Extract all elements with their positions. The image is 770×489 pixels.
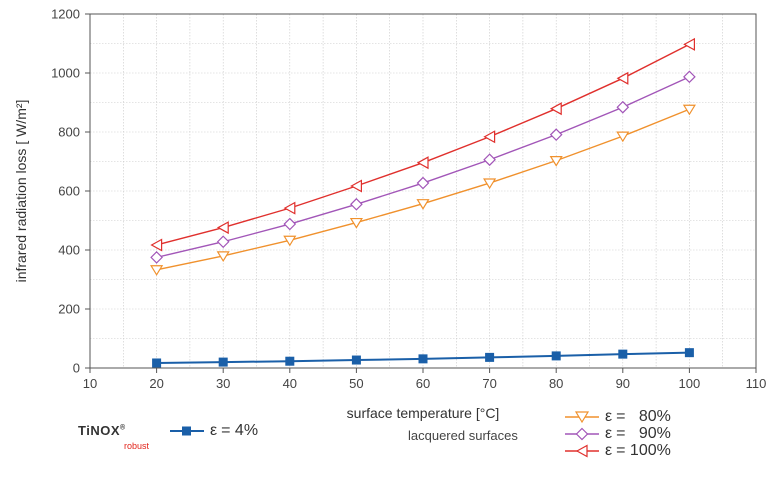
data-point xyxy=(483,178,497,190)
data-point xyxy=(218,357,228,367)
grid xyxy=(90,14,756,368)
legend-entry-100: ε = 100% xyxy=(565,442,671,459)
data-point xyxy=(350,179,362,193)
legend-square-marker-icon xyxy=(170,426,204,436)
y-tick-label: 200 xyxy=(58,302,80,317)
x-axis-title: surface temperature [°C] xyxy=(347,405,500,421)
data-point xyxy=(616,71,629,85)
x-tick-label: 50 xyxy=(349,376,363,391)
data-point xyxy=(416,156,429,170)
y-axis-title: infrared radiation loss [ W/m²] xyxy=(13,100,29,283)
legend-entry-90: ε = 90% xyxy=(565,425,671,442)
y-tick-label: 800 xyxy=(58,125,80,140)
data-point xyxy=(216,221,229,235)
legend-epsilon: ε xyxy=(605,425,613,442)
legend-epsilon: ε xyxy=(605,408,613,425)
data-point xyxy=(283,235,297,247)
x-tick-label: 90 xyxy=(616,376,630,391)
legend-label: = 100% xyxy=(616,442,671,459)
x-tick-label: 110 xyxy=(746,376,767,391)
data-point xyxy=(684,348,694,358)
data-point xyxy=(683,37,696,51)
legend-epsilon: ε xyxy=(210,422,218,439)
data-point xyxy=(350,197,363,211)
data-point xyxy=(549,128,563,142)
y-tick-label: 1000 xyxy=(51,66,80,81)
data-point xyxy=(283,217,297,231)
brand-logo-subtitle: robust xyxy=(124,441,150,451)
legend-label: = 4% xyxy=(221,422,259,439)
legend-triangle-down-marker-icon xyxy=(565,411,599,424)
x-tick-label: 10 xyxy=(83,376,97,391)
data-point xyxy=(216,251,230,263)
data-point xyxy=(618,349,628,359)
lacquered-surfaces-label: lacquered surfaces xyxy=(408,428,518,443)
data-point xyxy=(682,104,696,116)
data-point xyxy=(416,199,430,210)
data-point xyxy=(283,201,296,215)
data-point xyxy=(551,351,561,361)
y-tick-label: 400 xyxy=(58,243,80,258)
legend-diamond-marker-icon xyxy=(565,427,599,441)
data-point xyxy=(216,235,230,249)
data-point xyxy=(150,265,164,276)
legend-triangle-left-marker-icon xyxy=(565,444,599,458)
x-tick-label: 80 xyxy=(549,376,563,391)
data-point xyxy=(485,352,495,362)
data-point xyxy=(483,130,496,144)
x-tick-label: 40 xyxy=(283,376,297,391)
x-tick-label: 20 xyxy=(149,376,163,391)
y-tick-label: 0 xyxy=(73,361,80,376)
data-point xyxy=(150,238,163,252)
data-point xyxy=(416,176,430,190)
data-point xyxy=(152,358,162,368)
legend-label: = 90% xyxy=(616,425,671,442)
x-tick-label: 60 xyxy=(416,376,430,391)
data-point xyxy=(351,355,361,365)
series-group xyxy=(150,37,696,368)
y-tick-label: 1200 xyxy=(51,7,80,22)
brand-logo: TiNOX® xyxy=(78,423,126,438)
x-tick-label: 100 xyxy=(679,376,701,391)
data-point xyxy=(150,251,163,264)
legend-label: = 80% xyxy=(616,408,671,425)
legend-entry-80: ε = 80% xyxy=(565,408,671,425)
legend-entry-4: ε = 4% xyxy=(170,422,259,439)
data-point xyxy=(616,131,630,143)
data-point xyxy=(683,70,696,84)
legend-epsilon: ε xyxy=(605,442,613,459)
data-point xyxy=(616,100,630,114)
data-point xyxy=(549,102,562,116)
data-point xyxy=(349,217,363,229)
y-tick-label: 600 xyxy=(58,184,80,199)
x-tick-label: 30 xyxy=(216,376,230,391)
axis-ticks: 10 20 30 40 50 60 70 80 90 100 110 0 200 400 600 800 100… xyxy=(51,7,766,392)
data-point xyxy=(549,156,563,167)
x-tick-label: 70 xyxy=(482,376,496,391)
data-point xyxy=(483,153,496,167)
data-point xyxy=(418,354,428,364)
data-point xyxy=(285,356,295,366)
